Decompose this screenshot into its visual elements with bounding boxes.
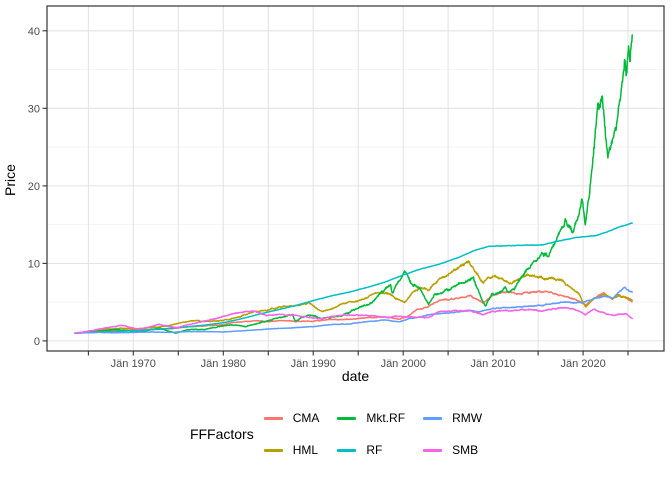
legend-key-line (337, 416, 357, 420)
legend-title: FFFactors (189, 426, 254, 442)
x-axis-title: date (341, 368, 370, 384)
legend-label: Mkt.RF (366, 411, 406, 425)
legend-key-line (337, 448, 357, 452)
legend-label: CMA (292, 411, 320, 425)
legend-key-line (423, 448, 443, 452)
legend-label: SMB (452, 443, 479, 457)
series-line-mktrf (74, 34, 633, 335)
x-tick-label: Jän 2000 (381, 358, 426, 370)
legend: FFFactors CMA HML Mkt.RF RF RMW SMB (0, 405, 672, 463)
legend-key-line (263, 416, 283, 420)
series-line-smb (74, 306, 633, 334)
legend-item-rmw: RMW (423, 411, 482, 425)
legend-item-smb: SMB (423, 443, 482, 457)
y-tick-label: 30 (28, 103, 40, 115)
panel-border (46, 5, 665, 352)
legend-item-cma: CMA (263, 411, 320, 425)
series-line-rf (74, 222, 633, 334)
x-tick-label: Jän 1980 (201, 358, 246, 370)
y-tick-label: 0 (34, 336, 40, 348)
y-tick-label: 10 (28, 258, 40, 270)
x-tick-label: Jän 2020 (560, 358, 605, 370)
legend-label: RMW (452, 411, 483, 425)
series-line-hml (74, 260, 633, 334)
legend-label: HML (292, 443, 319, 457)
legend-items: CMA HML Mkt.RF RF RMW SMB (263, 405, 482, 463)
legend-item-mktrf: Mkt.RF (337, 411, 405, 425)
y-axis-title: Price (2, 164, 18, 196)
y-tick-label: 40 (28, 26, 40, 38)
legend-key-line (423, 416, 443, 420)
x-tick-label: Jän 1990 (291, 358, 336, 370)
x-tick-label: Jän 1970 (111, 358, 156, 370)
legend-key-line (263, 448, 283, 452)
legend-item-rf: RF (337, 443, 405, 457)
legend-item-hml: HML (263, 443, 320, 457)
series-line-rmw (74, 286, 633, 334)
y-tick-label: 20 (28, 181, 40, 193)
legend-label: RF (366, 443, 383, 457)
x-tick-label: Jän 2010 (470, 358, 515, 370)
